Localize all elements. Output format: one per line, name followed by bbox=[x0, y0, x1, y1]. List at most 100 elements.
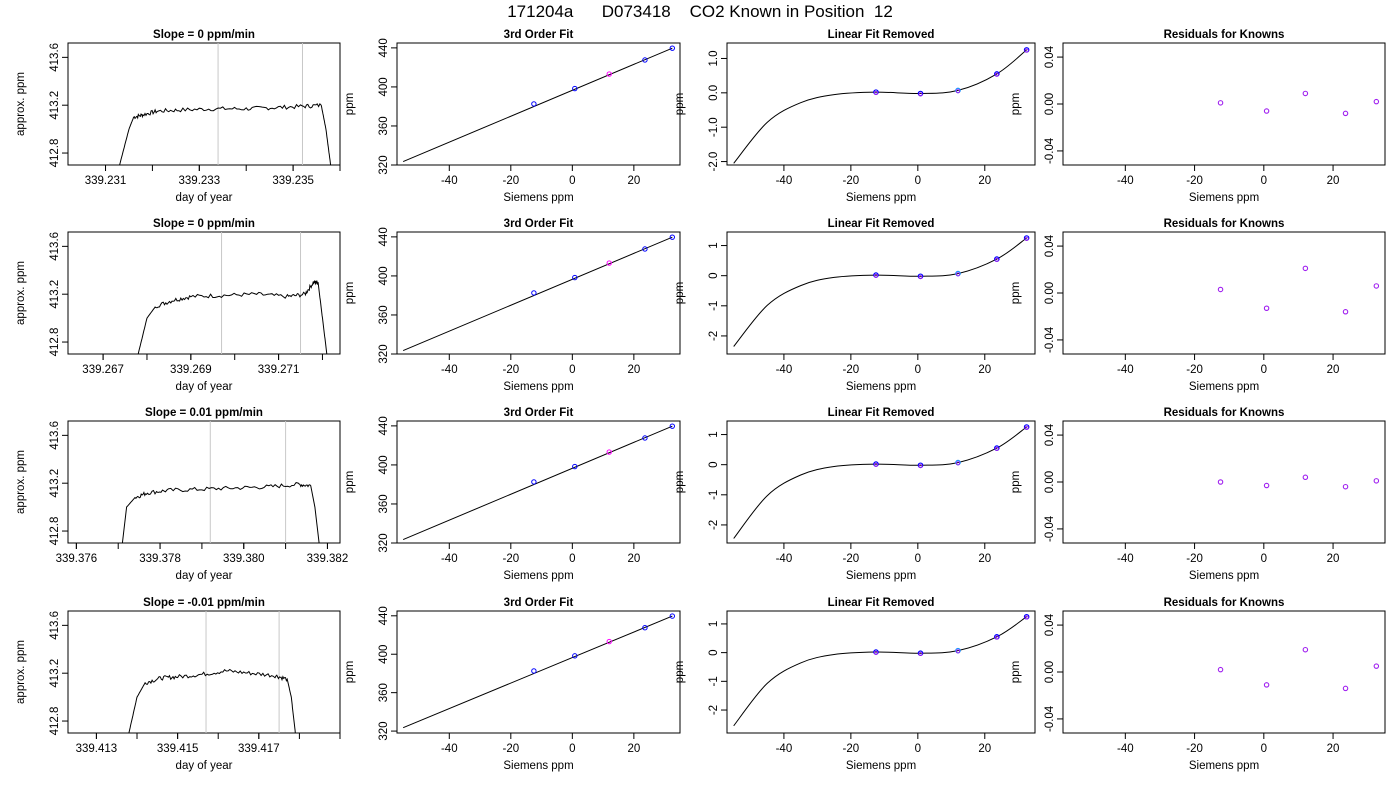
x-tick-label: 0 bbox=[569, 553, 575, 565]
x-tick-label: 20 bbox=[627, 364, 640, 376]
plot-area bbox=[137, 232, 328, 354]
known-point-marker bbox=[669, 45, 676, 51]
known-point-marker bbox=[531, 668, 537, 674]
x-tick-label: -20 bbox=[503, 364, 520, 376]
plot-area bbox=[1217, 646, 1380, 692]
x-tick-label: -20 bbox=[1186, 743, 1203, 755]
residual-point-marker bbox=[1217, 666, 1224, 673]
x-tick-label: -40 bbox=[776, 553, 793, 565]
plot-area bbox=[1217, 474, 1380, 490]
y-axis-label: approx. ppm bbox=[15, 450, 27, 514]
known-point-overlay bbox=[918, 92, 923, 97]
y-tick-label: -2 bbox=[708, 331, 720, 341]
x-tick-label: 20 bbox=[627, 743, 640, 755]
y-tick-label: 413.2 bbox=[49, 280, 61, 309]
known-point-overlay bbox=[956, 89, 961, 94]
y-tick-label: 360 bbox=[378, 494, 390, 513]
y-tick-label: 1 bbox=[708, 242, 720, 248]
y-tick-label: 0 bbox=[708, 272, 720, 278]
y-axis-label: ppm bbox=[674, 471, 686, 493]
y-tick-label: 0.04 bbox=[1044, 423, 1056, 446]
residual-point-marker bbox=[1342, 309, 1349, 315]
raw-trace-line bbox=[121, 482, 320, 543]
residual-point-marker bbox=[1302, 90, 1309, 97]
x-tick-label: 0 bbox=[1261, 553, 1267, 565]
x-tick-label: -40 bbox=[776, 175, 793, 187]
plot-area bbox=[402, 45, 676, 163]
y-tick-label: 412.8 bbox=[49, 328, 61, 357]
y-tick-label: 440 bbox=[378, 416, 390, 435]
panel-title: 3rd Order Fit bbox=[504, 597, 574, 609]
panel-residuals-row2: Residuals for Knowns -40 -20 0 20 Siemens ppm… bbox=[1010, 218, 1386, 393]
x-tick-label: 0 bbox=[1261, 175, 1267, 187]
x-tick-label: -20 bbox=[503, 175, 520, 187]
known-point-marker bbox=[572, 463, 578, 470]
known-point-marker bbox=[642, 246, 648, 252]
known-point-marker bbox=[642, 435, 648, 441]
y-tick-label: 413.2 bbox=[49, 469, 61, 498]
known-point-overlay bbox=[994, 72, 999, 77]
x-axis-label: day of year bbox=[176, 381, 233, 393]
y-tick-label: 0.04 bbox=[1044, 613, 1056, 636]
y-axis-label: ppm bbox=[344, 661, 356, 683]
panel-title: 3rd Order Fit bbox=[504, 218, 574, 230]
panel-residuals-row4: Residuals for Knowns -40 -20 0 20 Siemens ppm… bbox=[1010, 597, 1386, 772]
raw-trace-line bbox=[128, 668, 296, 733]
known-point-marker bbox=[572, 85, 578, 92]
page-title: 171204a D073418 CO2 Known in Position 12 bbox=[507, 2, 893, 21]
known-point-overlay bbox=[873, 273, 878, 278]
x-tick-label: 20 bbox=[978, 743, 991, 755]
panel-time_series-row3: Slope = 0.01 ppm/min 339.376 339.378 339.38… bbox=[15, 407, 348, 582]
x-tick-label: -40 bbox=[441, 553, 458, 565]
x-axis-label: Siemens ppm bbox=[1189, 760, 1259, 772]
x-axis-label: Siemens ppm bbox=[1189, 570, 1259, 582]
x-tick-label: 0 bbox=[1261, 743, 1267, 755]
x-axis-label: Siemens ppm bbox=[846, 760, 916, 772]
known-point-marker bbox=[531, 479, 537, 485]
y-tick-label: -1 bbox=[708, 490, 720, 500]
x-tick-label: 20 bbox=[978, 553, 991, 565]
x-tick-label: 339.235 bbox=[272, 175, 314, 187]
residual-point-marker bbox=[1263, 108, 1270, 114]
x-tick-label: -20 bbox=[1186, 553, 1203, 565]
panel-time_series-row4: Slope = -0.01 ppm/min 339.413 339.415 339.4… bbox=[15, 597, 341, 772]
plot-frame bbox=[67, 610, 341, 734]
plot-frame bbox=[396, 420, 681, 544]
y-axis-label: ppm bbox=[1010, 471, 1022, 493]
known-point-marker bbox=[531, 290, 537, 296]
known-point-overlay bbox=[1024, 48, 1029, 53]
plot-area bbox=[402, 234, 676, 352]
y-tick-label: 413.2 bbox=[49, 659, 61, 688]
panel-title: Linear Fit Removed bbox=[828, 218, 935, 230]
y-tick-label: 400 bbox=[378, 77, 390, 96]
residual-point-marker bbox=[1217, 100, 1224, 106]
x-tick-label: 0 bbox=[915, 175, 921, 187]
y-tick-label: 320 bbox=[378, 721, 390, 740]
y-tick-label: -1.0 bbox=[708, 117, 720, 137]
panel-title: Residuals for Knowns bbox=[1164, 407, 1285, 419]
x-tick-label: 20 bbox=[978, 175, 991, 187]
residual-point-marker bbox=[1217, 286, 1224, 293]
y-tick-label: 413.6 bbox=[49, 232, 61, 261]
x-tick-label: 20 bbox=[1327, 364, 1340, 376]
y-axis-label: ppm bbox=[674, 282, 686, 304]
panel-title: Slope = -0.01 ppm/min bbox=[143, 597, 265, 609]
residual-point-marker bbox=[1342, 685, 1349, 692]
known-point-marker bbox=[669, 613, 676, 619]
y-tick-label: 0.00 bbox=[1044, 661, 1056, 683]
plot-frame bbox=[1062, 231, 1386, 355]
known-point-overlay bbox=[994, 446, 999, 451]
plot-frame bbox=[396, 610, 681, 734]
known-point-marker bbox=[669, 423, 676, 429]
y-tick-label: 440 bbox=[378, 606, 390, 625]
plot-frame bbox=[726, 420, 1036, 544]
panel-linear_fit_removed-row1: Linear Fit Removed -40 -20 0 20 Siemens ppm -2… bbox=[674, 29, 1036, 204]
panel-residuals-row1: Residuals for Knowns -40 -20 0 20 Siemens ppm… bbox=[1010, 29, 1386, 204]
x-tick-label: -20 bbox=[503, 553, 520, 565]
y-tick-label: -2 bbox=[708, 520, 720, 530]
panel-third_order_fit-row3: 3rd Order Fit -40 -20 0 20 Siemens ppm 320 360 4… bbox=[344, 407, 681, 582]
y-tick-label: 360 bbox=[378, 305, 390, 324]
panel-title: Linear Fit Removed bbox=[828, 407, 935, 419]
